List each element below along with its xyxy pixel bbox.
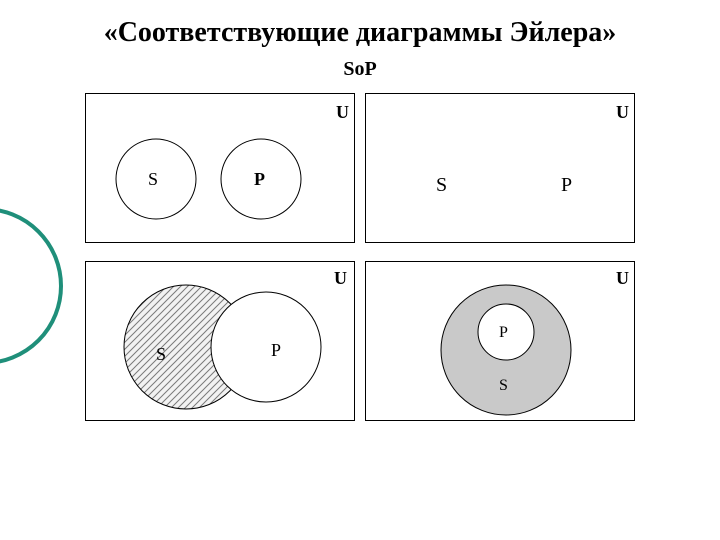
set-label: U xyxy=(616,102,629,123)
euler-panel-1: U S P xyxy=(85,93,355,243)
euler-svg xyxy=(86,262,356,422)
set-circle xyxy=(211,292,321,402)
set-label: S xyxy=(436,174,447,197)
diagram-grid: U S P U S P U S P U P S xyxy=(80,93,640,421)
slide-title: «Соответствующие диаграммы Эйлера» xyxy=(0,16,720,50)
euler-panel-3: U S P xyxy=(85,261,355,421)
row-1: U S P U S P xyxy=(80,93,640,243)
slide-subtitle: SoP xyxy=(0,58,720,81)
euler-svg xyxy=(86,94,356,244)
decorative-side-arc xyxy=(0,207,63,365)
euler-svg xyxy=(366,94,636,244)
set-label: S xyxy=(499,377,508,395)
set-label: P xyxy=(254,169,265,190)
set-label: U xyxy=(336,102,349,123)
row-2: U S P U P S xyxy=(80,261,640,421)
set-label: U xyxy=(334,268,347,289)
euler-panel-2: U S P xyxy=(365,93,635,243)
euler-svg xyxy=(366,262,636,422)
euler-panel-4: U P S xyxy=(365,261,635,421)
set-label: P xyxy=(271,340,281,361)
set-label: U xyxy=(616,268,629,289)
set-label: S xyxy=(148,169,158,190)
set-label: P xyxy=(561,174,572,197)
set-label: P xyxy=(499,324,508,342)
set-label: S xyxy=(156,344,166,365)
